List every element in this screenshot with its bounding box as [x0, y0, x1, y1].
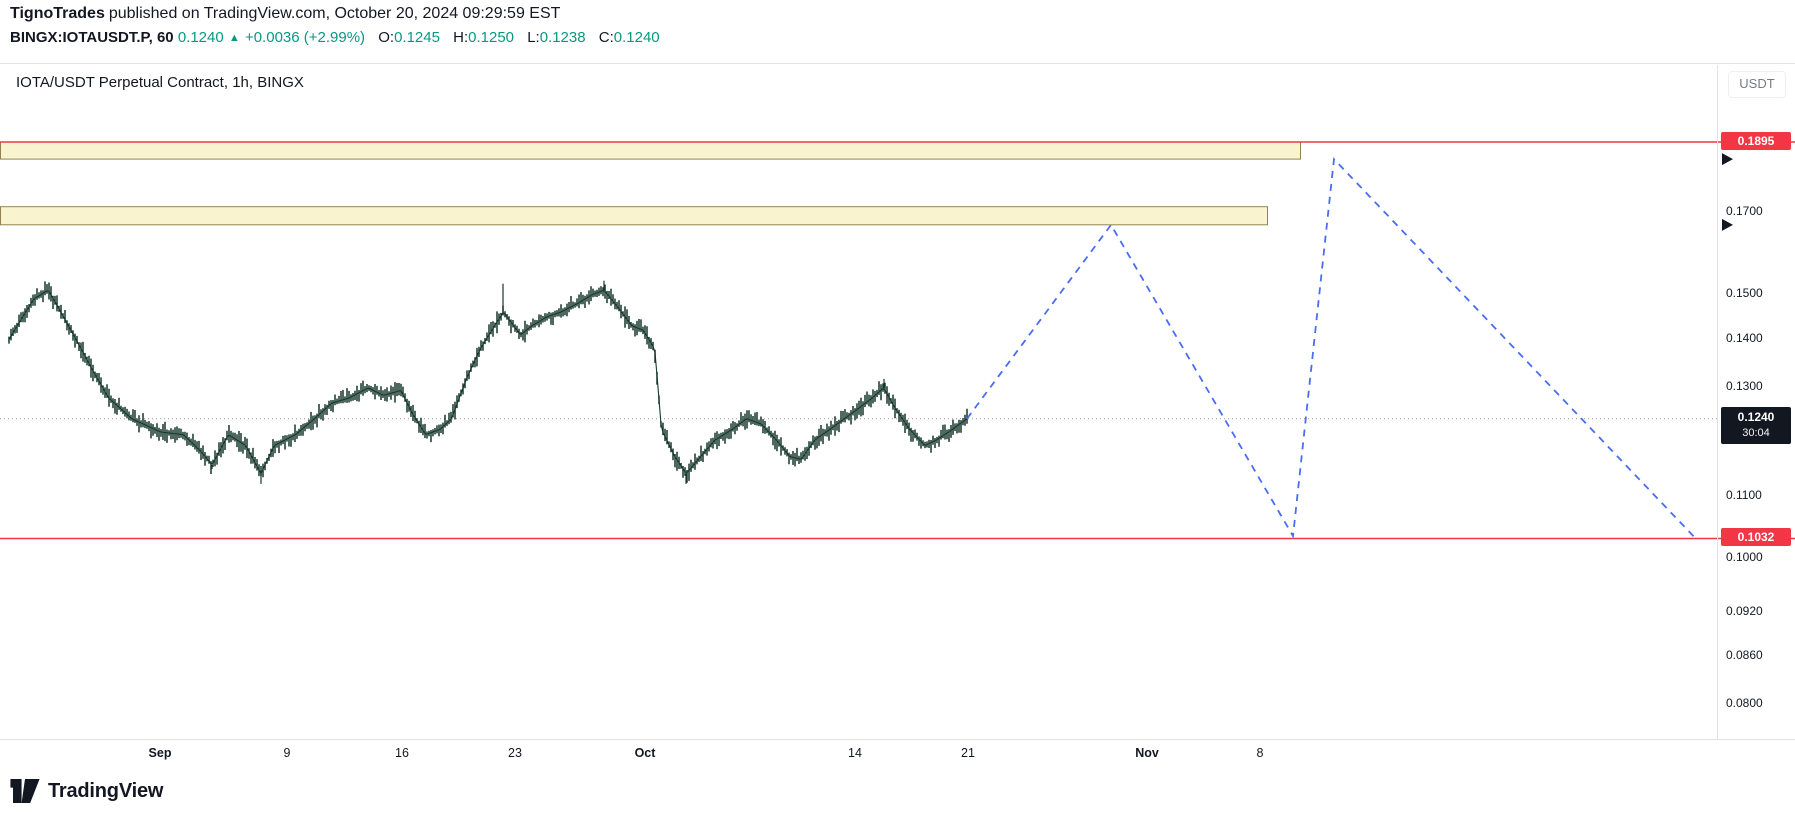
price-axis[interactable]: 0.1700 0.1500 0.1400 0.1300 0.1100 0.1000 0.09… [1717, 64, 1795, 740]
symbol-status-line: BINGX:IOTAUSDT.P, 60 0.1240 ▲ +0.0036 (+… [10, 29, 660, 46]
time-axis-label: Oct [634, 746, 656, 760]
price-axis-label: 0.1700 [1726, 204, 1763, 218]
tradingview-wordmark: TradingView [48, 779, 164, 802]
chart-title: IOTA/USDT Perpetual Contract, 1h, BINGX [16, 74, 304, 91]
publish-header: TignoTrades published on TradingView.com,… [10, 5, 560, 23]
time-axis-label: 16 [395, 746, 409, 760]
currency-unit-button[interactable]: USDT [1728, 71, 1786, 98]
time-axis-label: 21 [961, 746, 975, 760]
bar-countdown: 30:04 [1742, 427, 1770, 439]
chart-canvas[interactable] [0, 65, 1795, 740]
last-price: 0.1240 [177, 29, 224, 46]
lower-support-price-badge: 0.1032 [1721, 528, 1791, 546]
author-name: TignoTrades [10, 5, 105, 22]
low-value: 0.1238 [539, 29, 586, 46]
time-axis-label: 8 [1256, 746, 1264, 760]
time-axis-label: Nov [1135, 746, 1159, 760]
price-axis-label: 0.1400 [1726, 331, 1763, 345]
up-arrow-icon: ▲ [228, 32, 240, 44]
time-axis-label: 9 [283, 746, 291, 760]
time-axis[interactable]: Sep 9 16 23 Oct 14 21 Nov 8 [0, 740, 1717, 768]
time-axis-label: 23 [508, 746, 522, 760]
low-label: L: [527, 29, 540, 46]
open-label: O: [378, 29, 395, 46]
price-axis-label: 0.1300 [1726, 379, 1763, 393]
high-label: H: [453, 29, 469, 46]
price-axis-label: 0.0800 [1726, 696, 1763, 710]
time-axis-label: Sep [148, 746, 172, 760]
current-price-badge: 0.1240 30:04 [1721, 407, 1791, 444]
high-value: 0.1250 [468, 29, 515, 46]
open-value: 0.1245 [394, 29, 440, 46]
price-axis-label: 0.0920 [1726, 604, 1763, 618]
symbol-interval: 60 [156, 29, 174, 46]
price-axis-label: 0.1100 [1726, 488, 1762, 502]
current-price-value: 0.1240 [1737, 410, 1775, 424]
tradingview-logo[interactable]: TradingView [10, 779, 163, 803]
publish-info: published on TradingView.com, October 20… [108, 5, 561, 22]
time-axis-label: 14 [848, 746, 862, 760]
symbol-name: BINGX:IOTAUSDT.P, [10, 29, 153, 46]
close-value: 0.1240 [613, 29, 660, 46]
price-axis-label: 0.1000 [1726, 550, 1763, 564]
chart-area[interactable]: IOTA/USDT Perpetual Contract, 1h, BINGX … [0, 63, 1795, 740]
close-label: C: [598, 29, 614, 46]
upper-resistance-price-badge: 0.1895 [1721, 132, 1791, 150]
price-change: +0.0036 (+2.99%) [244, 29, 366, 46]
tradingview-logo-icon [10, 779, 40, 803]
price-axis-label: 0.0860 [1726, 648, 1763, 662]
price-axis-label: 0.1500 [1726, 286, 1763, 300]
